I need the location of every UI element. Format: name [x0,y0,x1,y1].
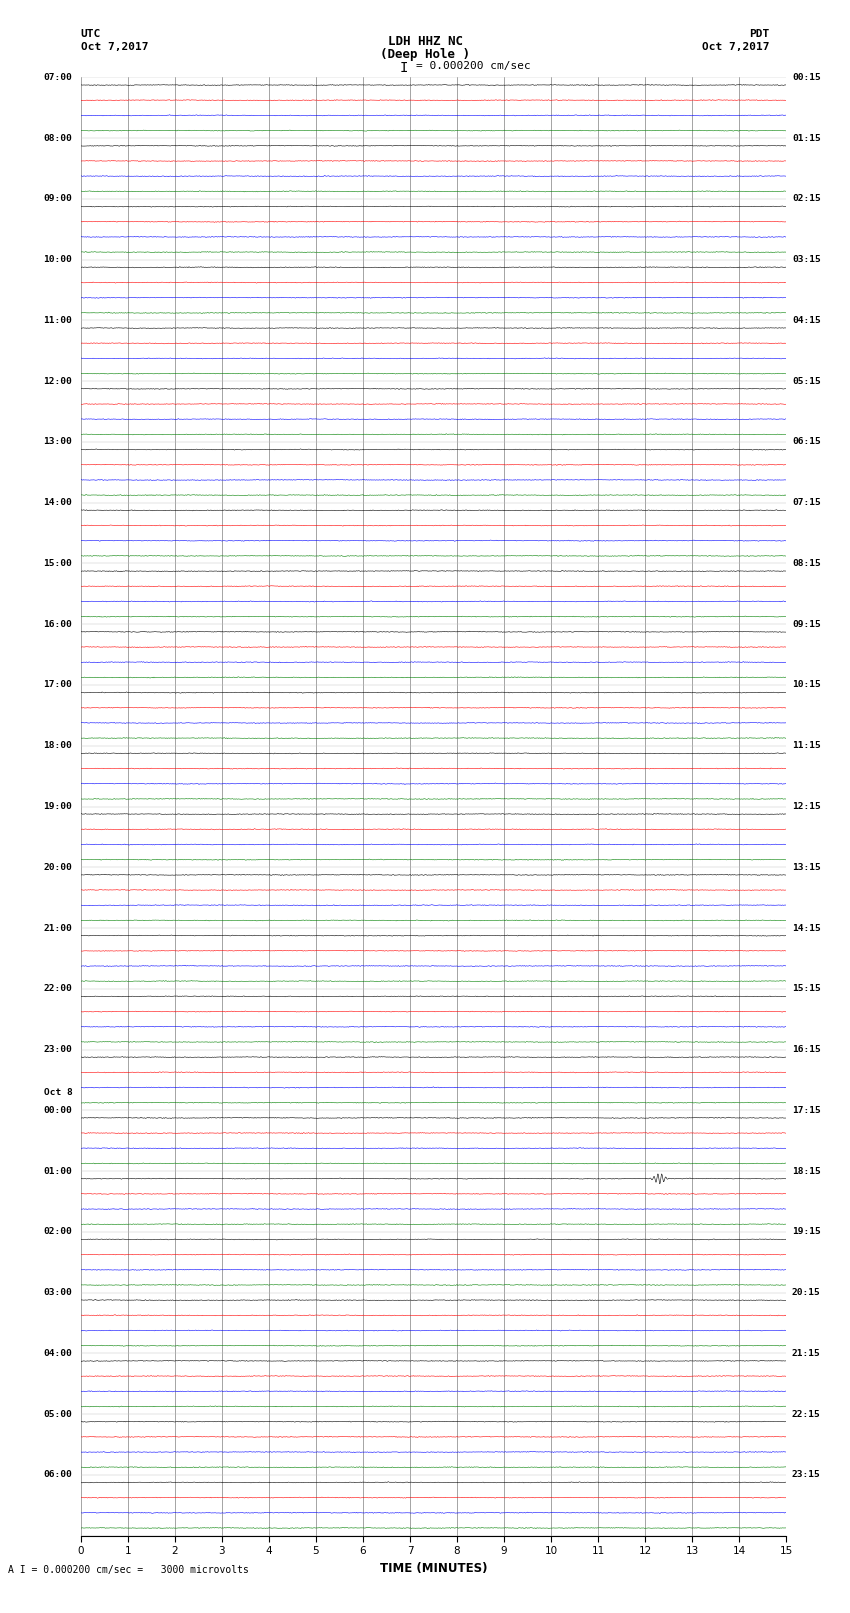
Text: Oct 7,2017: Oct 7,2017 [702,42,769,52]
Text: UTC: UTC [81,29,101,39]
Text: Oct 8: Oct 8 [43,1089,72,1097]
Text: 05:00: 05:00 [43,1410,72,1418]
Text: 01:15: 01:15 [792,134,820,142]
Text: 18:15: 18:15 [792,1166,820,1176]
Text: 17:00: 17:00 [43,681,72,689]
Text: I: I [400,61,408,76]
Text: 07:15: 07:15 [792,498,820,506]
Text: 00:15: 00:15 [792,73,820,82]
Text: 23:00: 23:00 [43,1045,72,1053]
Text: 05:15: 05:15 [792,377,820,386]
Text: 01:00: 01:00 [43,1166,72,1176]
Text: 22:15: 22:15 [792,1410,820,1418]
Text: 21:15: 21:15 [792,1348,820,1358]
Text: LDH HHZ NC: LDH HHZ NC [388,35,462,48]
Text: 10:00: 10:00 [43,255,72,265]
Text: 04:00: 04:00 [43,1348,72,1358]
Text: 08:15: 08:15 [792,560,820,568]
Text: 12:15: 12:15 [792,802,820,811]
Text: 06:15: 06:15 [792,437,820,447]
Text: 00:00: 00:00 [43,1107,72,1115]
Text: = 0.000200 cm/sec: = 0.000200 cm/sec [416,61,531,71]
Text: 07:00: 07:00 [43,73,72,82]
Text: 23:15: 23:15 [792,1471,820,1479]
Text: 09:15: 09:15 [792,619,820,629]
Text: 21:00: 21:00 [43,924,72,932]
Text: PDT: PDT [749,29,769,39]
Text: 20:00: 20:00 [43,863,72,871]
Text: 15:15: 15:15 [792,984,820,994]
Text: 13:15: 13:15 [792,863,820,871]
Text: 11:00: 11:00 [43,316,72,324]
X-axis label: TIME (MINUTES): TIME (MINUTES) [380,1561,487,1574]
Text: 17:15: 17:15 [792,1107,820,1115]
Text: 20:15: 20:15 [792,1289,820,1297]
Text: 02:15: 02:15 [792,195,820,203]
Text: 16:00: 16:00 [43,619,72,629]
Text: (Deep Hole ): (Deep Hole ) [380,48,470,61]
Text: 06:00: 06:00 [43,1471,72,1479]
Text: 03:15: 03:15 [792,255,820,265]
Text: 19:00: 19:00 [43,802,72,811]
Text: 10:15: 10:15 [792,681,820,689]
Text: 19:15: 19:15 [792,1227,820,1236]
Text: 18:00: 18:00 [43,742,72,750]
Text: 14:00: 14:00 [43,498,72,506]
Text: 04:15: 04:15 [792,316,820,324]
Text: 03:00: 03:00 [43,1289,72,1297]
Text: 11:15: 11:15 [792,742,820,750]
Text: A I = 0.000200 cm/sec =   3000 microvolts: A I = 0.000200 cm/sec = 3000 microvolts [8,1565,249,1574]
Text: 08:00: 08:00 [43,134,72,142]
Text: 12:00: 12:00 [43,377,72,386]
Text: 15:00: 15:00 [43,560,72,568]
Text: 14:15: 14:15 [792,924,820,932]
Text: Oct 7,2017: Oct 7,2017 [81,42,148,52]
Text: 13:00: 13:00 [43,437,72,447]
Text: 16:15: 16:15 [792,1045,820,1053]
Text: 22:00: 22:00 [43,984,72,994]
Text: 02:00: 02:00 [43,1227,72,1236]
Text: 09:00: 09:00 [43,195,72,203]
